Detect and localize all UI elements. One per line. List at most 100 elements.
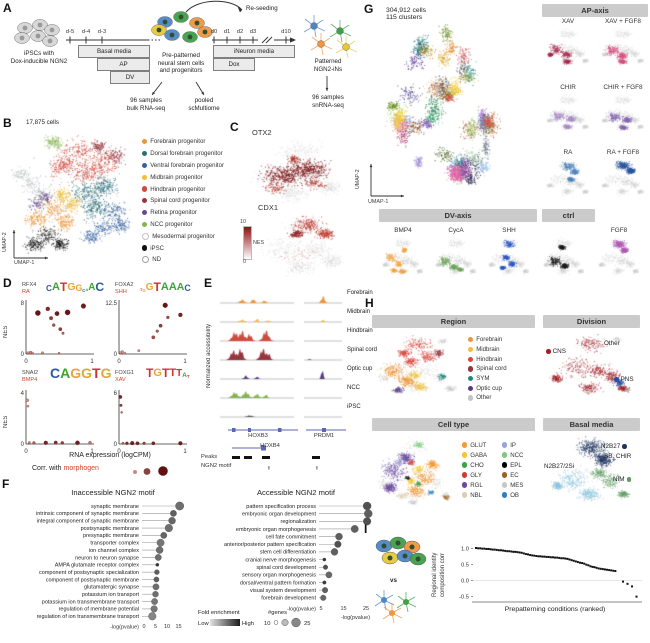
condition-mini-umap [598, 27, 648, 71]
ipsc-caption: iPSCs with Dox-inducible NGN2 [10, 50, 68, 65]
legend-label: Other [476, 394, 492, 402]
ineuron-media-box: iNeuron media [213, 45, 295, 58]
umap-g-canvas [374, 24, 504, 202]
legend-item: Forebrain progenitor [142, 136, 224, 148]
dox-box: Dox [213, 58, 255, 71]
legend-dot [462, 462, 468, 468]
celltype-header: Cell type [372, 418, 535, 431]
annotation-dot [626, 477, 632, 482]
legend-label: MES [510, 481, 524, 489]
timeline-tick-label: d-3 [97, 29, 107, 35]
morphogen-name: XAV [115, 377, 126, 384]
go-term: potassium ion transmembrane transport [42, 599, 140, 605]
legend-label: Retina progenitor [150, 209, 197, 217]
morphogen-name: SHH [115, 289, 127, 296]
svg-text:0: 0 [114, 442, 118, 448]
annotation-label: PNS [620, 376, 634, 383]
colorbar-min: 0 [243, 259, 246, 265]
legend-label: Mesodermal progenitor [152, 232, 215, 240]
legend-item: OB [502, 490, 523, 500]
umap-b-legend: Forebrain progenitor Dorsal forebrain pro… [142, 136, 224, 266]
ranked-corr-plot: 1.0 0.5 0.0 -0.5 [459, 547, 642, 603]
motif-letter: T [161, 366, 170, 380]
ap-box: AP [97, 58, 150, 71]
panel-e-label: E [204, 276, 213, 290]
annotation-dot [614, 377, 619, 382]
legend-dot [142, 221, 148, 228]
svg-text:0: 0 [21, 352, 25, 358]
motif-letter: A [182, 371, 187, 379]
go-term: cranial nerve morphogenesis [245, 557, 316, 563]
svg-text:1: 1 [183, 449, 187, 455]
panel-b-label: B [3, 116, 12, 130]
legend-label: GLY [470, 471, 482, 479]
progenitors-icon [375, 536, 427, 566]
colorbar-label: NES [253, 240, 265, 246]
motif-letter: A [88, 282, 96, 294]
umap-g-xlabel: UMAP-1 [368, 199, 389, 205]
condition-mini-umap [598, 158, 648, 202]
legend-dot [462, 482, 468, 488]
vs-label: vs [390, 577, 397, 584]
go-term: glutamatergic synapse [84, 585, 139, 591]
motif-tf-label: FOXA2 SHH [115, 282, 133, 297]
umap-b-ylabel: UMAP-2 [2, 232, 8, 252]
condition-mini-umap [598, 93, 648, 137]
legend-dot [502, 452, 508, 458]
svg-text:-0.5: -0.5 [459, 595, 469, 601]
legend-label: NBL [470, 491, 483, 499]
legend-item: Forebrain [468, 335, 507, 345]
legend-dot [468, 356, 474, 362]
condition-mini-umap [432, 236, 480, 282]
umap-g-axes [369, 164, 404, 198]
legend-item: ND [142, 254, 224, 266]
annotation-n2b27: N2B27 [601, 443, 627, 450]
go-term: integral component of synaptic membrane [37, 519, 139, 525]
legend-item: SYM [468, 374, 507, 384]
d-xlabel: RNA expression (logCPM) [69, 452, 151, 459]
condition-label: XAV [561, 18, 575, 25]
track-label: Spinal cord [347, 347, 378, 353]
legend-item: EPL [502, 460, 523, 470]
svg-text:6: 6 [114, 391, 118, 397]
svg-text:10: 10 [264, 621, 270, 627]
legend-item: EC [502, 470, 523, 480]
annotation-sb_chir: SB_CHIR [604, 453, 631, 460]
svg-text:-log(pvalue): -log(pvalue) [110, 625, 139, 631]
legend-dot [142, 151, 148, 157]
corr-legend: Corr. with morphogen [32, 465, 99, 472]
g-stats: 304,912 cells 115 clusters [386, 7, 427, 21]
legend-item: Mesodermal progenitor [142, 230, 224, 242]
motif-letter: A [85, 288, 89, 293]
legend-item: Spinal cord [468, 364, 507, 374]
output-snrna: 96 samples snRNA-seq [312, 94, 344, 109]
annotation-dot [622, 444, 627, 449]
motif-letter: T [169, 367, 177, 380]
legend-item: GLY [462, 470, 487, 480]
svg-text:0.5: 0.5 [461, 563, 469, 569]
condition-mini-umap [379, 236, 427, 282]
go-term: stem cell differentiation [260, 550, 316, 556]
motif-letter: T [92, 365, 101, 381]
go-term: anterior/posterior pattern specification [224, 542, 316, 548]
legend-label: Forebrain [476, 336, 503, 344]
legend-dot [462, 492, 468, 498]
panel-c-label: C [230, 120, 239, 134]
panel-d-label: D [3, 276, 12, 290]
motif-letter: T [153, 280, 161, 294]
motif-letter: A [60, 365, 71, 381]
legend-item: RGL [462, 480, 487, 490]
condition-mini-umap [543, 27, 593, 71]
condition-label: RA + FGF8 [606, 149, 640, 156]
go-term: cell fate commitment [266, 534, 317, 540]
region-legend: Forebrain Midbrain Hindbrain Spinal cord SYM… [468, 335, 507, 403]
legend-label: GABA [470, 451, 488, 459]
svg-text:0: 0 [117, 449, 121, 455]
legend-item: iPSC [142, 242, 224, 254]
output-multiome: pooled scMultiome [188, 97, 220, 112]
condition-label: CycA [448, 227, 464, 234]
motif-letter: G [153, 367, 162, 380]
go-term: component of postsynaptic specialization [39, 570, 139, 576]
colorbar-max: 10 [240, 219, 246, 225]
track-label: Midbrain [347, 309, 371, 315]
